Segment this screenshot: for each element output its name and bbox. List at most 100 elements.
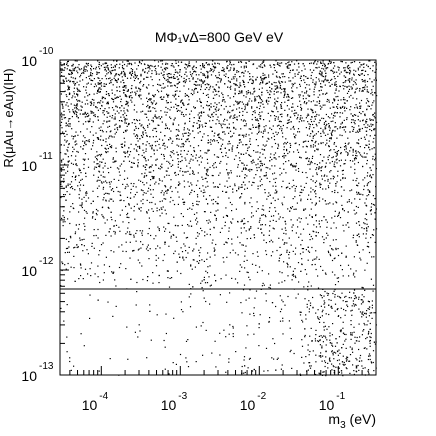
data-point: [329, 150, 331, 152]
data-point: [176, 110, 178, 112]
data-point: [244, 105, 246, 107]
data-point: [155, 164, 157, 166]
data-point: [121, 244, 123, 246]
data-point: [304, 208, 307, 210]
data-point: [158, 138, 161, 140]
data-point: [250, 216, 253, 218]
data-point: [263, 175, 265, 177]
data-point: [223, 261, 225, 263]
data-point: [222, 257, 224, 259]
data-point: [330, 61, 332, 63]
data-point: [141, 173, 143, 175]
data-point: [335, 248, 337, 251]
data-point: [234, 185, 236, 187]
data-point: [278, 260, 280, 262]
data-point: [269, 284, 271, 286]
data-point: [189, 117, 191, 120]
data-point: [162, 144, 164, 146]
data-point: [85, 191, 88, 193]
data-point: [301, 191, 303, 194]
data-point: [84, 65, 86, 67]
data-point: [308, 308, 310, 310]
data-point: [185, 141, 187, 143]
data-point: [218, 74, 220, 76]
data-point: [318, 168, 320, 170]
data-point: [325, 356, 327, 358]
data-point: [75, 164, 77, 166]
data-point: [163, 155, 165, 157]
data-point: [259, 118, 262, 120]
data-point: [263, 106, 265, 108]
data-point: [146, 134, 148, 137]
data-point: [275, 82, 277, 84]
data-point: [104, 62, 106, 65]
data-point: [83, 238, 85, 240]
data-point: [347, 65, 349, 67]
data-point: [93, 139, 95, 142]
data-point: [361, 313, 363, 315]
data-point: [234, 183, 236, 185]
data-point: [346, 304, 348, 306]
data-point: [317, 232, 319, 234]
data-point: [89, 268, 91, 270]
data-point: [332, 175, 334, 177]
data-point: [79, 263, 82, 265]
data-point: [260, 77, 262, 79]
data-point: [105, 234, 107, 236]
data-point: [187, 132, 190, 134]
data-point: [206, 181, 208, 183]
data-point: [357, 119, 359, 121]
data-point: [266, 140, 268, 142]
data-point: [361, 316, 363, 318]
data-point: [305, 97, 307, 100]
data-point: [358, 139, 360, 141]
data-point: [349, 346, 351, 348]
data-point: [78, 89, 80, 91]
data-point: [289, 64, 291, 66]
data-point: [158, 167, 160, 169]
data-point: [301, 117, 303, 119]
data-point: [121, 209, 123, 211]
data-point: [192, 77, 194, 79]
data-point: [342, 208, 344, 211]
data-point: [243, 136, 245, 138]
data-point: [332, 156, 334, 158]
data-point: [73, 91, 75, 93]
data-point: [265, 166, 267, 169]
data-point: [318, 114, 320, 116]
data-point: [242, 289, 245, 291]
data-point: [200, 155, 202, 157]
data-point: [202, 178, 204, 180]
data-point: [351, 332, 353, 334]
data-point: [146, 116, 148, 118]
data-point: [163, 339, 165, 342]
data-point: [193, 117, 195, 119]
data-point: [168, 128, 170, 130]
data-point: [177, 225, 179, 227]
data-point: [298, 71, 300, 73]
data-point: [127, 212, 129, 214]
data-point: [95, 212, 97, 215]
data-point: [67, 146, 69, 148]
data-point: [135, 304, 137, 306]
data-point: [214, 254, 216, 256]
data-point: [244, 267, 246, 269]
data-point: [317, 340, 319, 342]
data-point: [304, 336, 306, 338]
data-point: [329, 253, 331, 255]
data-point: [153, 177, 155, 179]
data-point: [347, 222, 349, 224]
data-point: [299, 191, 301, 193]
data-point: [274, 165, 276, 167]
data-point: [190, 265, 192, 267]
data-point: [152, 177, 154, 180]
data-point: [368, 146, 370, 148]
data-point: [107, 101, 109, 103]
data-point: [222, 69, 225, 71]
data-point: [288, 182, 290, 184]
data-point: [250, 226, 252, 228]
data-point: [83, 345, 85, 347]
data-point: [365, 122, 367, 124]
data-point: [348, 199, 350, 201]
data-point: [325, 113, 327, 116]
